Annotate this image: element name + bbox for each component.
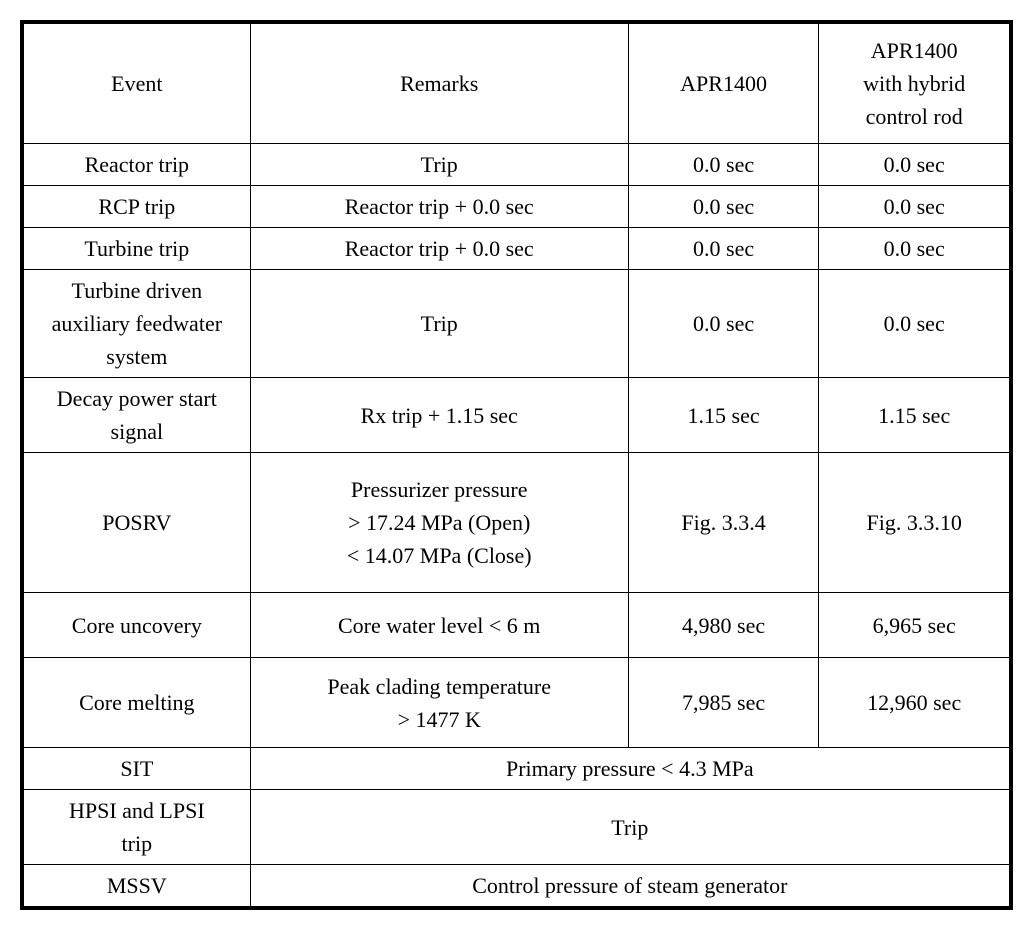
cell-remarks: Peak clading temperature > 1477 K <box>250 658 628 748</box>
table-row: Turbine driven auxiliary feedwater syste… <box>24 270 1010 378</box>
cell-remarks: Trip <box>250 270 628 378</box>
header-event: Event <box>24 24 251 144</box>
cell-event: Turbine driven auxiliary feedwater syste… <box>24 270 251 378</box>
table-row: HPSI and LPSI tripTrip <box>24 790 1010 865</box>
cell-remarks: Rx trip + 1.15 sec <box>250 378 628 453</box>
cell-apr1400-hybrid: 12,960 sec <box>819 658 1010 748</box>
cell-event: SIT <box>24 748 251 790</box>
cell-event: POSRV <box>24 453 251 593</box>
cell-remarks: Reactor trip + 0.0 sec <box>250 228 628 270</box>
table-row: Turbine tripReactor trip + 0.0 sec0.0 se… <box>24 228 1010 270</box>
header-apr1400-hybrid: APR1400 with hybrid control rod <box>819 24 1010 144</box>
cell-event: Reactor trip <box>24 144 251 186</box>
table-row: POSRVPressurizer pressure > 17.24 MPa (O… <box>24 453 1010 593</box>
table-row: Reactor tripTrip0.0 sec0.0 sec <box>24 144 1010 186</box>
header-apr1400: APR1400 <box>628 24 819 144</box>
cell-event: Turbine trip <box>24 228 251 270</box>
cell-merged: Control pressure of steam generator <box>250 865 1009 907</box>
cell-event: MSSV <box>24 865 251 907</box>
header-remarks: Remarks <box>250 24 628 144</box>
cell-remarks: Core water level < 6 m <box>250 593 628 658</box>
cell-event: RCP trip <box>24 186 251 228</box>
cell-event: Core melting <box>24 658 251 748</box>
table-row: RCP tripReactor trip + 0.0 sec0.0 sec0.0… <box>24 186 1010 228</box>
cell-remarks: Trip <box>250 144 628 186</box>
table-header-row: Event Remarks APR1400 APR1400 with hybri… <box>24 24 1010 144</box>
table-row: SITPrimary pressure < 4.3 MPa <box>24 748 1010 790</box>
cell-apr1400-hybrid: 0.0 sec <box>819 228 1010 270</box>
cell-apr1400-hybrid: 0.0 sec <box>819 144 1010 186</box>
cell-apr1400: 0.0 sec <box>628 270 819 378</box>
cell-apr1400-hybrid: 0.0 sec <box>819 186 1010 228</box>
cell-apr1400-hybrid: Fig. 3.3.10 <box>819 453 1010 593</box>
cell-apr1400: 4,980 sec <box>628 593 819 658</box>
event-table-container: Event Remarks APR1400 APR1400 with hybri… <box>20 20 1013 910</box>
table-body: Event Remarks APR1400 APR1400 with hybri… <box>24 24 1010 907</box>
table-row: MSSVControl pressure of steam generator <box>24 865 1010 907</box>
cell-apr1400-hybrid: 0.0 sec <box>819 270 1010 378</box>
cell-apr1400: 1.15 sec <box>628 378 819 453</box>
cell-apr1400-hybrid: 6,965 sec <box>819 593 1010 658</box>
cell-remarks: Pressurizer pressure > 17.24 MPa (Open) … <box>250 453 628 593</box>
event-table: Event Remarks APR1400 APR1400 with hybri… <box>23 23 1010 907</box>
cell-apr1400: 7,985 sec <box>628 658 819 748</box>
cell-apr1400: 0.0 sec <box>628 144 819 186</box>
cell-event: HPSI and LPSI trip <box>24 790 251 865</box>
cell-apr1400-hybrid: 1.15 sec <box>819 378 1010 453</box>
table-row: Decay power start signalRx trip + 1.15 s… <box>24 378 1010 453</box>
cell-remarks: Reactor trip + 0.0 sec <box>250 186 628 228</box>
cell-merged: Primary pressure < 4.3 MPa <box>250 748 1009 790</box>
table-row: Core meltingPeak clading temperature > 1… <box>24 658 1010 748</box>
cell-apr1400: Fig. 3.3.4 <box>628 453 819 593</box>
cell-merged: Trip <box>250 790 1009 865</box>
cell-event: Core uncovery <box>24 593 251 658</box>
cell-event: Decay power start signal <box>24 378 251 453</box>
cell-apr1400: 0.0 sec <box>628 186 819 228</box>
table-row: Core uncoveryCore water level < 6 m4,980… <box>24 593 1010 658</box>
cell-apr1400: 0.0 sec <box>628 228 819 270</box>
